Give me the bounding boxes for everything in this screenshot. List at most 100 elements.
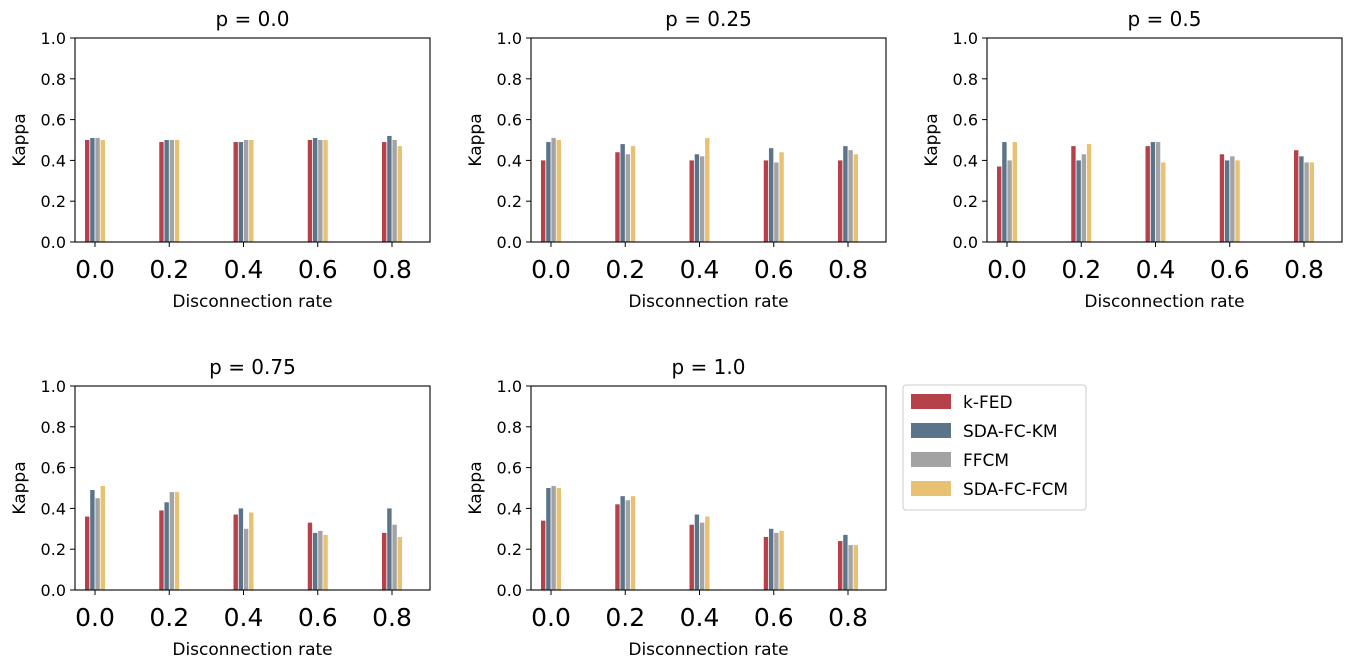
y-tick-label: 0.8: [953, 70, 978, 89]
x-tick-label: 0.2: [149, 255, 189, 284]
x-tick-label: 0.6: [754, 255, 794, 284]
plot-frame: [530, 37, 887, 243]
bar-ffcm-0.4: [699, 522, 705, 590]
plot-frame: [74, 37, 431, 243]
x-axis-label: Disconnection rate: [172, 292, 332, 312]
bar-ffcm-0.8: [848, 545, 853, 590]
bar-sda-fc-fcm-0.8: [853, 154, 858, 242]
bar-sda-fc-fcm-0.4: [1161, 162, 1166, 242]
bar-ffcm-0.4: [243, 528, 249, 590]
chart-title: p = 1.0: [672, 355, 746, 379]
legend-swatch-k-fed: [911, 394, 951, 409]
x-tick-label: 0.4: [680, 255, 720, 284]
x-tick-label: 0.6: [754, 603, 794, 632]
bar-sda-fc-km-0.0: [546, 488, 551, 590]
bar-sda-fc-km-0.4: [238, 142, 244, 242]
chart-title: p = 0.5: [1128, 7, 1202, 31]
bar-ffcm-0.0: [551, 137, 556, 242]
bar-k-fed-0.6: [307, 522, 313, 590]
x-tick-label: 0.0: [987, 255, 1027, 284]
bar-sda-fc-fcm-0.2: [174, 140, 180, 242]
bar-ffcm-0.0: [1007, 160, 1012, 242]
bar-sda-fc-km-0.0: [546, 142, 551, 242]
bar-sda-fc-km-0.8: [843, 534, 848, 590]
x-tick-label: 0.2: [149, 603, 189, 632]
bar-sda-fc-km-0.6: [768, 528, 774, 590]
bar-sda-fc-fcm-0.2: [630, 146, 636, 242]
bar-k-fed-0.8: [1294, 150, 1299, 242]
bar-k-fed-0.6: [763, 160, 769, 242]
x-tick-label: 0.0: [531, 255, 571, 284]
chart-panel-4: 0.0 0.2 0.4 0.6 0.8 1.0 0.0 0.2 0.4 0.6 0.8 p = 0.7…: [10, 355, 431, 660]
legend-label-k-fed: k-FED: [963, 393, 1013, 413]
x-tick-label: 0.0: [75, 603, 115, 632]
bar-k-fed-0.8: [838, 160, 843, 242]
y-tick-label: 0.8: [497, 418, 522, 437]
y-tick-label: 0.0: [41, 581, 66, 600]
bar-sda-fc-fcm-0.6: [1235, 160, 1240, 242]
bar-k-fed-0.4: [1145, 146, 1150, 242]
bar-k-fed-0.2: [159, 510, 164, 590]
bar-ffcm-0.6: [1230, 156, 1235, 242]
bar-sda-fc-km-0.6: [312, 532, 318, 590]
bar-sda-fc-km-0.0: [1002, 142, 1007, 242]
bar-k-fed-0.4: [689, 160, 694, 242]
bar-ffcm-0.2: [625, 154, 631, 242]
bar-sda-fc-fcm-0.2: [174, 492, 180, 590]
y-tick-label: 0.6: [41, 111, 66, 130]
x-tick-label: 0.2: [605, 255, 645, 284]
bar-sda-fc-fcm-0.4: [705, 516, 710, 590]
bar-ffcm-0.8: [392, 524, 397, 590]
chart-title: p = 0.25: [665, 7, 752, 31]
bar-sda-fc-fcm-0.0: [100, 140, 105, 242]
bar-k-fed-0.8: [838, 541, 843, 590]
bar-ffcm-0.2: [1081, 154, 1087, 242]
bar-k-fed-0.8: [382, 142, 387, 242]
x-tick-label: 0.0: [75, 255, 115, 284]
y-axis-label: Kappa: [10, 113, 30, 166]
legend-swatch-ffcm: [911, 452, 951, 467]
bar-k-fed-0.6: [1219, 154, 1225, 242]
y-tick-label: 0.2: [41, 540, 66, 559]
y-tick-label: 0.0: [497, 233, 522, 252]
bar-sda-fc-fcm-0.4: [249, 140, 254, 242]
y-tick-label: 0.6: [497, 459, 522, 478]
y-axis-label: Kappa: [10, 461, 30, 514]
bar-k-fed-0.4: [233, 514, 238, 590]
x-tick-label: 0.2: [1061, 255, 1101, 284]
bar-sda-fc-fcm-0.4: [249, 512, 254, 590]
x-tick-label: 0.8: [828, 603, 868, 632]
bar-sda-fc-km-0.2: [620, 496, 625, 590]
y-tick-label: 1.0: [953, 29, 978, 48]
bar-ffcm-0.8: [848, 150, 853, 242]
bar-sda-fc-km-0.0: [90, 490, 95, 590]
x-tick-label: 0.4: [224, 255, 264, 284]
bar-k-fed-0.6: [307, 140, 313, 242]
bar-ffcm-0.0: [551, 485, 556, 590]
y-tick-label: 1.0: [41, 377, 66, 396]
y-tick-label: 1.0: [497, 377, 522, 396]
y-axis-label: Kappa: [922, 113, 942, 166]
bar-sda-fc-km-0.8: [387, 135, 392, 242]
y-tick-label: 0.4: [41, 499, 66, 518]
bar-k-fed-0.0: [85, 140, 90, 242]
y-tick-label: 0.2: [497, 192, 522, 211]
y-tick-label: 0.6: [41, 459, 66, 478]
bar-sda-fc-fcm-0.6: [779, 152, 784, 242]
bar-ffcm-0.8: [392, 140, 397, 242]
bar-sda-fc-km-0.8: [843, 146, 848, 242]
bar-sda-fc-fcm-0.0: [556, 140, 561, 242]
y-tick-label: 0.6: [953, 111, 978, 130]
x-tick-label: 0.8: [372, 255, 412, 284]
bar-sda-fc-fcm-0.6: [779, 530, 784, 590]
bar-k-fed-0.2: [615, 504, 620, 590]
x-tick-label: 0.2: [605, 603, 645, 632]
plot-frame: [530, 385, 887, 591]
y-axis-label: Kappa: [466, 113, 486, 166]
bar-sda-fc-km-0.8: [1299, 156, 1304, 242]
y-tick-label: 0.8: [497, 70, 522, 89]
bar-sda-fc-km-0.4: [238, 508, 244, 590]
bar-ffcm-0.0: [95, 137, 100, 242]
